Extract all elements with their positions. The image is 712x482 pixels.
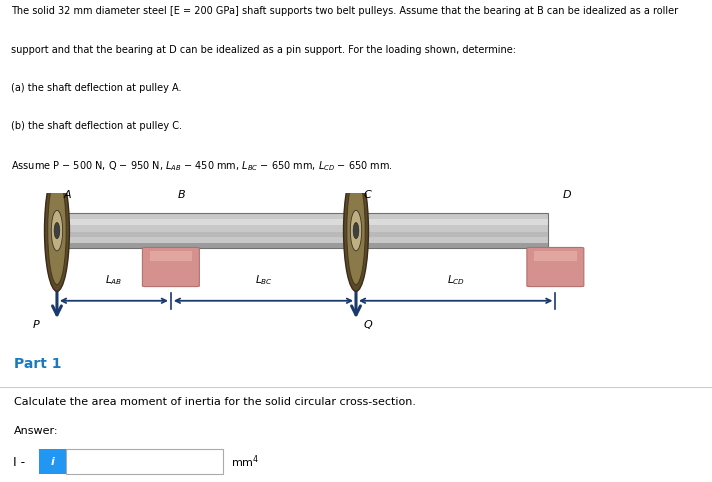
Text: P: P [33, 320, 39, 330]
Ellipse shape [48, 176, 66, 284]
Text: Calculate the area moment of inertia for the solid circular cross-section.: Calculate the area moment of inertia for… [14, 397, 417, 407]
Ellipse shape [44, 170, 70, 291]
Ellipse shape [51, 210, 63, 251]
Bar [64, 219, 548, 225]
Bar [150, 251, 192, 261]
Ellipse shape [353, 223, 359, 239]
FancyBboxPatch shape [527, 247, 584, 287]
Text: A: A [64, 189, 72, 200]
FancyBboxPatch shape [142, 247, 199, 287]
Text: $L_{CD}$: $L_{CD}$ [446, 273, 465, 287]
Text: support and that the bearing at D can be idealized as a pin support. For the loa: support and that the bearing at D can be… [11, 44, 515, 54]
Text: B: B [178, 189, 186, 200]
Bar [534, 251, 577, 261]
Text: Answer:: Answer: [14, 426, 58, 436]
Text: D: D [562, 189, 571, 200]
Text: $L_{BC}$: $L_{BC}$ [255, 273, 272, 287]
Bar [64, 232, 548, 237]
Text: (a) the shaft deflection at pulley A.: (a) the shaft deflection at pulley A. [11, 83, 181, 93]
Text: C: C [363, 189, 371, 200]
Bar [64, 213, 548, 248]
Bar [66, 449, 223, 474]
Text: Q: Q [363, 320, 372, 330]
Text: $L_{AB}$: $L_{AB}$ [105, 273, 122, 287]
Text: The solid 32 mm diameter steel [E = 200 GPa] shaft supports two belt pulleys. As: The solid 32 mm diameter steel [E = 200 … [11, 6, 678, 16]
Text: mm$^4$: mm$^4$ [231, 454, 260, 470]
Text: (b) the shaft deflection at pulley C.: (b) the shaft deflection at pulley C. [11, 121, 182, 131]
Bar [64, 243, 548, 248]
Ellipse shape [54, 223, 60, 239]
Bar [39, 449, 66, 474]
Text: Assume P $-$ 500 N, Q $-$ 950 N, $L_{AB}$ $-$ 450 mm, $L_{BC}$ $-$ 650 mm, $L_{C: Assume P $-$ 500 N, Q $-$ 950 N, $L_{AB}… [11, 159, 392, 173]
Text: Part 1: Part 1 [14, 357, 62, 371]
Text: I -: I - [13, 456, 25, 469]
Ellipse shape [344, 170, 369, 291]
Ellipse shape [347, 176, 365, 284]
Ellipse shape [350, 210, 362, 251]
Text: i: i [51, 457, 55, 467]
